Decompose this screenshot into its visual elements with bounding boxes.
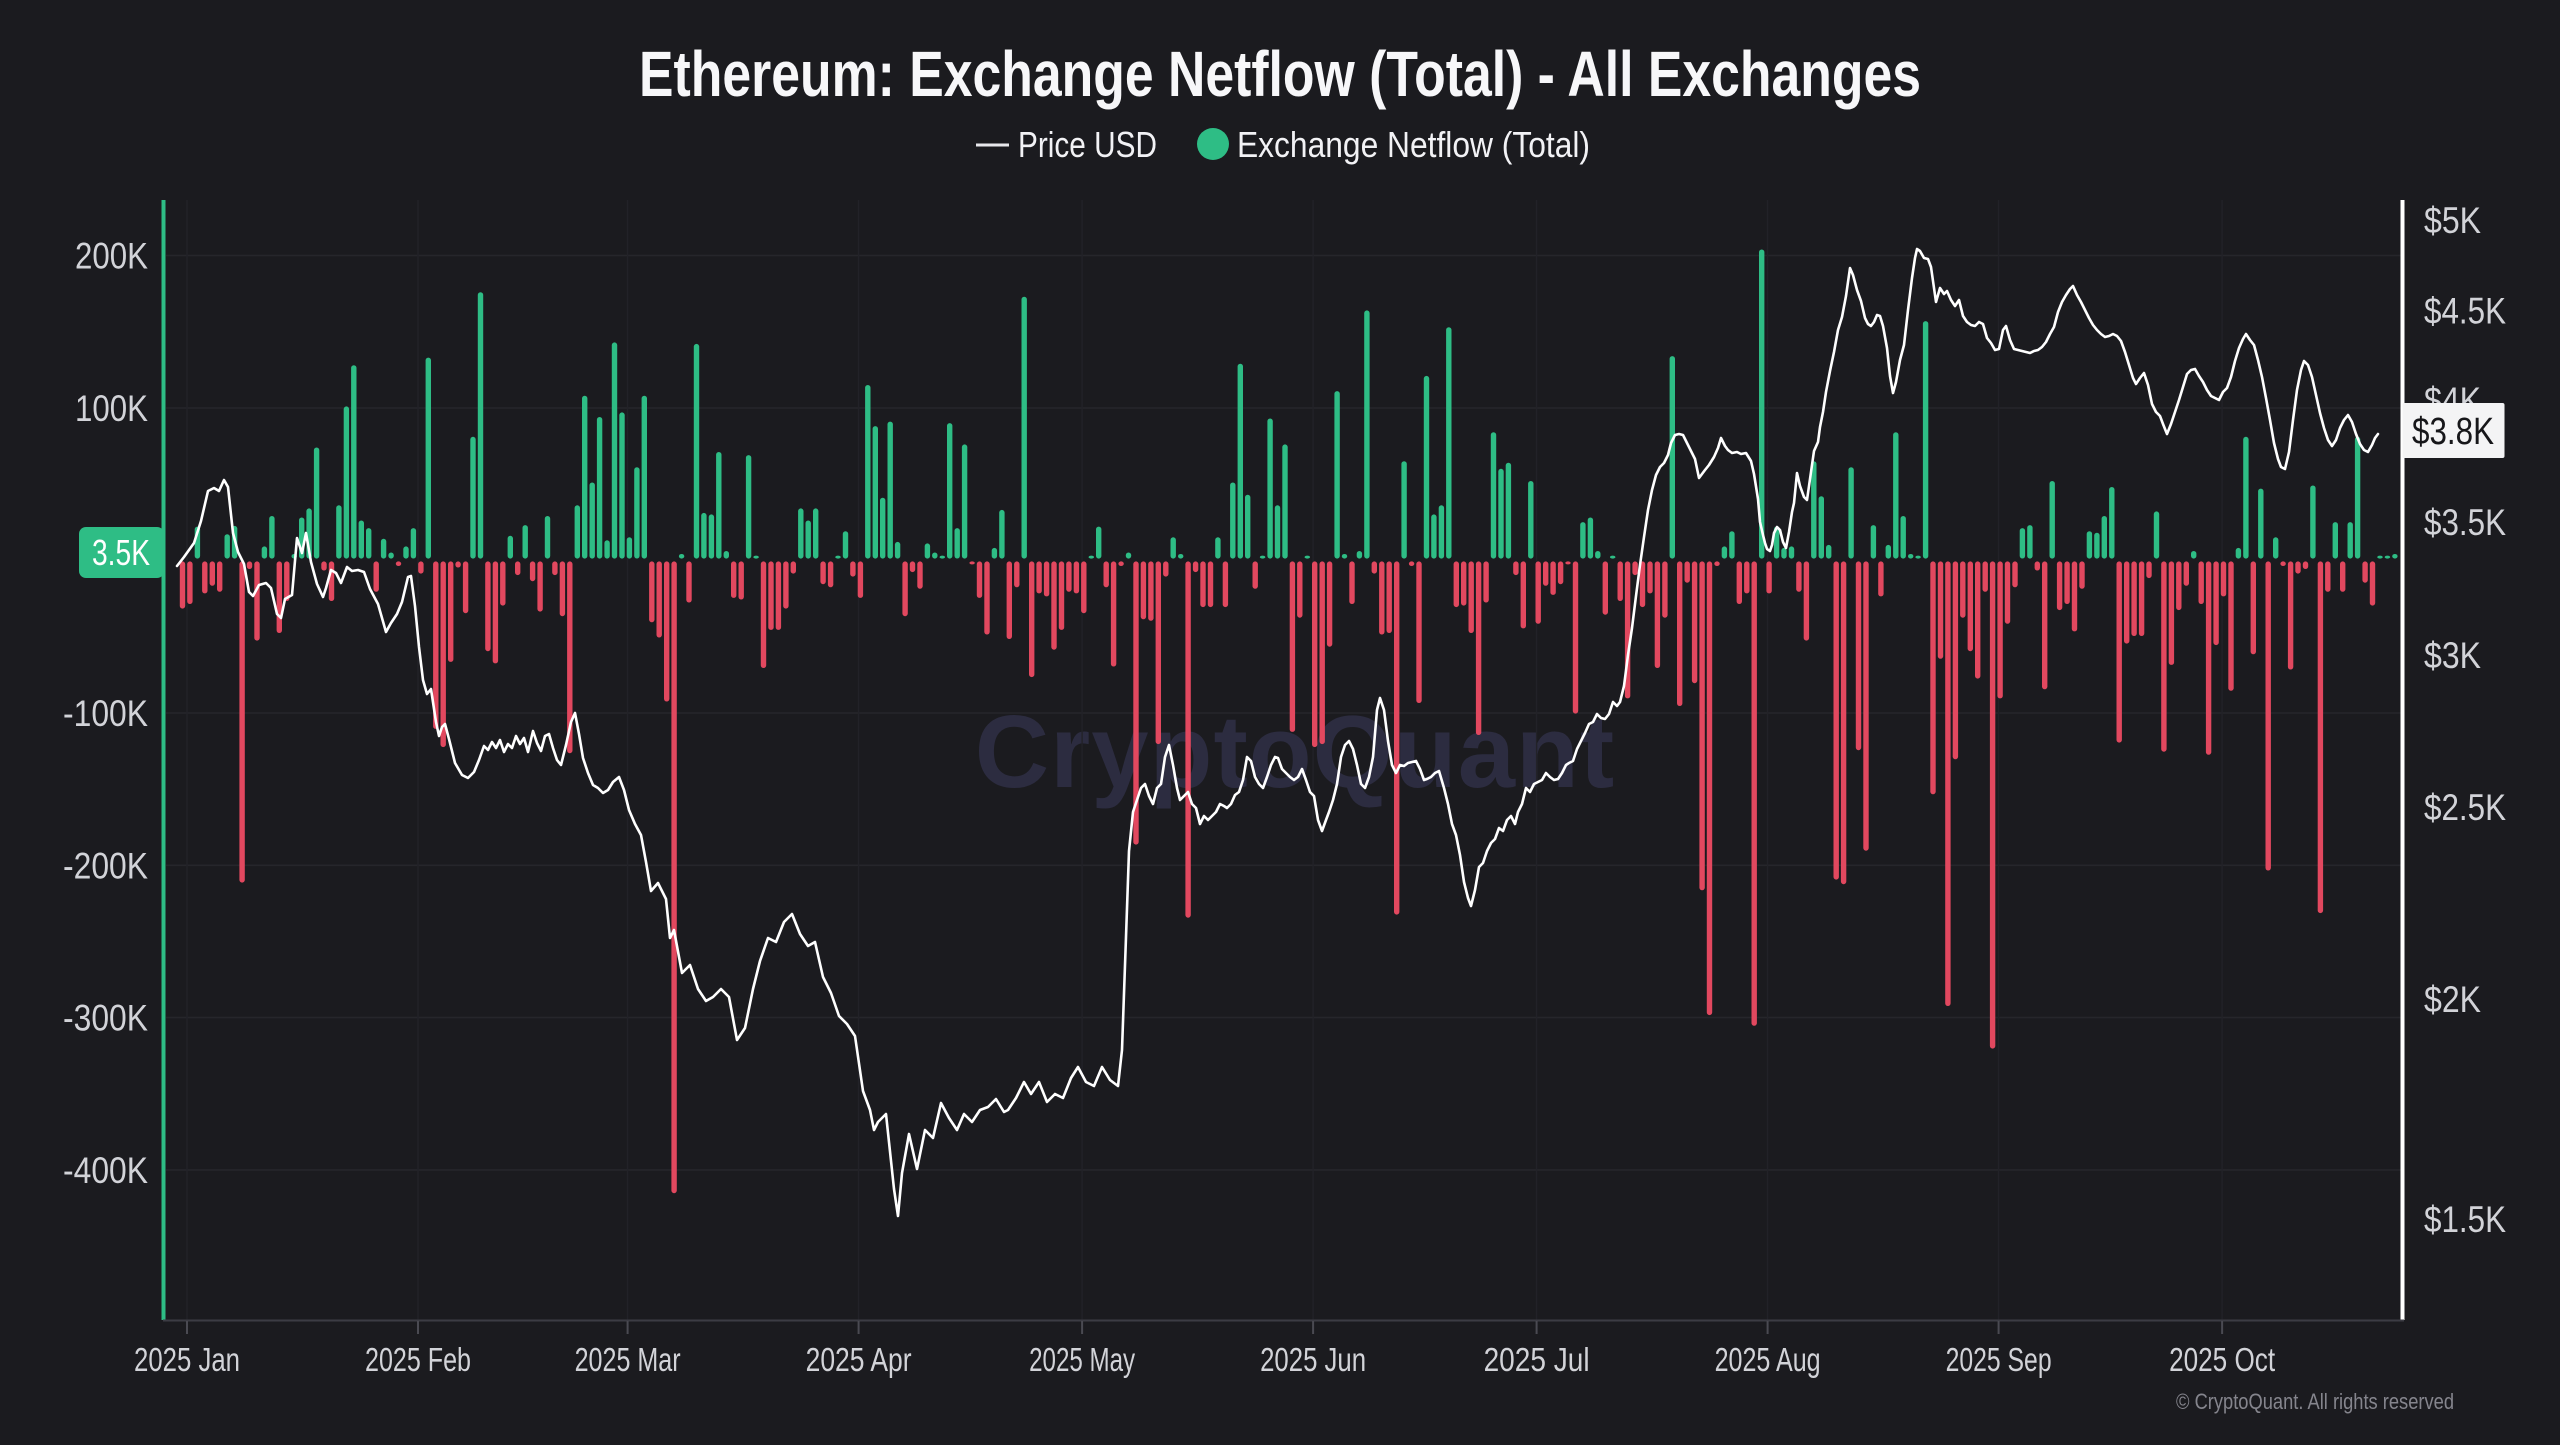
svg-text:2025 Sep: 2025 Sep <box>1946 1341 2052 1378</box>
svg-text:$2.5K: $2.5K <box>2424 787 2506 828</box>
svg-text:2025 Feb: 2025 Feb <box>365 1341 471 1378</box>
svg-text:-200K: -200K <box>63 845 148 886</box>
svg-text:Exchange Netflow (Total): Exchange Netflow (Total) <box>1237 124 1590 165</box>
svg-text:$3.5K: $3.5K <box>2424 502 2506 543</box>
svg-text:2025 Aug: 2025 Aug <box>1715 1341 1821 1378</box>
svg-text:200K: 200K <box>75 236 148 277</box>
svg-text:2025 Jul: 2025 Jul <box>1484 1341 1590 1378</box>
svg-text:$2K: $2K <box>2424 979 2481 1020</box>
svg-text:2025 Jan: 2025 Jan <box>134 1341 240 1378</box>
svg-text:Ethereum: Exchange Netflow (To: Ethereum: Exchange Netflow (Total) - All… <box>639 38 1921 110</box>
svg-text:2025 May: 2025 May <box>1029 1341 1135 1378</box>
svg-text:100K: 100K <box>75 388 148 429</box>
svg-text:$1.5K: $1.5K <box>2424 1199 2506 1240</box>
svg-text:Price USD: Price USD <box>1018 124 1157 165</box>
svg-text:3.5K: 3.5K <box>92 532 150 573</box>
svg-text:-400K: -400K <box>63 1150 148 1191</box>
svg-text:$3K: $3K <box>2424 635 2481 676</box>
svg-text:$4.5K: $4.5K <box>2424 291 2506 332</box>
svg-text:-100K: -100K <box>63 693 148 734</box>
svg-text:2025 Apr: 2025 Apr <box>806 1341 912 1378</box>
svg-text:© CryptoQuant. All rights rese: © CryptoQuant. All rights reserved <box>2176 1389 2454 1414</box>
svg-text:$5K: $5K <box>2424 200 2481 241</box>
svg-text:-300K: -300K <box>63 998 148 1039</box>
svg-text:$3.8K: $3.8K <box>2412 411 2494 453</box>
svg-text:2025 Mar: 2025 Mar <box>575 1341 681 1378</box>
svg-text:2025 Oct: 2025 Oct <box>2169 1341 2275 1378</box>
svg-text:2025 Jun: 2025 Jun <box>1260 1341 1366 1378</box>
